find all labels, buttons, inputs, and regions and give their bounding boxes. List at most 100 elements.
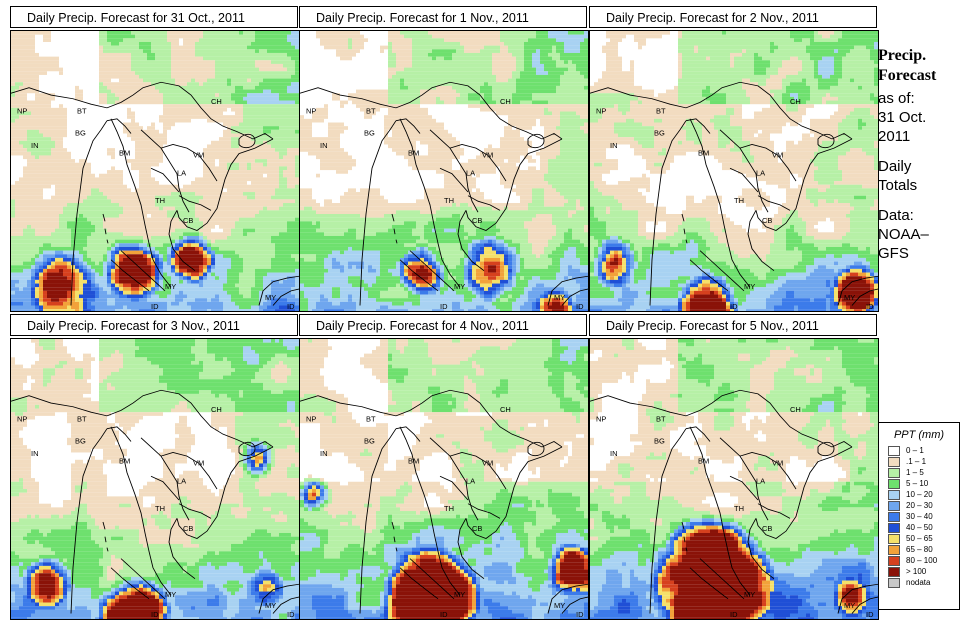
precip-map: NP BT BG IN BM CH VM LA TH CB MY MY ID ID: [299, 338, 589, 620]
country-label: LA: [177, 478, 186, 486]
country-label: BM: [408, 150, 419, 158]
country-label: VM: [772, 460, 783, 468]
country-label: BM: [119, 150, 130, 158]
forecast-panel: Daily Precip. Forecast for 5 Nov., 2011 N…: [589, 314, 879, 620]
country-label: IN: [610, 142, 617, 150]
country-label: IN: [31, 450, 38, 458]
panel-title: Daily Precip. Forecast for 3 Nov., 2011: [10, 314, 298, 336]
legend-label: .1 – 1: [906, 457, 926, 466]
country-label: LA: [466, 478, 475, 486]
sidebar-heading-precip: Precip.: [878, 46, 963, 66]
legend-item: 40 – 50: [888, 522, 959, 533]
country-label: ID: [440, 303, 447, 311]
country-label: LA: [756, 478, 765, 486]
panel-title: Daily Precip. Forecast for 31 Oct., 2011: [10, 6, 298, 28]
forecast-panel: Daily Precip. Forecast for 31 Oct., 2011…: [10, 6, 300, 312]
country-label: BG: [75, 130, 86, 138]
country-borders: [11, 81, 299, 306]
country-label: BG: [75, 438, 86, 446]
legend-swatch: [888, 456, 900, 467]
country-label: CB: [762, 217, 773, 225]
ppt-legend: PPT (mm) 0 – 1 .1 – 1 1 – 5 5 – 10 10 – 20 20…: [878, 422, 960, 610]
legend-label: > 100: [906, 567, 926, 576]
country-label: CH: [500, 98, 511, 106]
country-borders: [590, 81, 878, 306]
country-label: IN: [320, 450, 327, 458]
legend-item: 50 – 65: [888, 533, 959, 544]
country-label: MY: [744, 591, 755, 599]
sidebar-data-label: Data:: [878, 206, 963, 225]
legend-label: 20 – 30: [906, 501, 933, 510]
country-label: NP: [596, 108, 607, 116]
legend-title: PPT (mm): [879, 429, 959, 441]
country-label: MY: [744, 283, 755, 291]
sidebar: Precip. Forecast as of: 31 Oct. 2011 Dai…: [878, 46, 963, 263]
country-label: TH: [734, 505, 744, 513]
country-label: BM: [698, 150, 709, 158]
legend-swatch: [888, 544, 900, 555]
sidebar-totals: Totals: [878, 176, 963, 195]
sidebar-date-year: 2011: [878, 127, 963, 146]
precip-map: NP BT BG IN BM CH VM LA TH CB MY MY ID ID: [299, 30, 589, 312]
forecast-panel: Daily Precip. Forecast for 4 Nov., 2011 N…: [299, 314, 589, 620]
legend-item: 10 – 20: [888, 489, 959, 500]
panel-title: Daily Precip. Forecast for 5 Nov., 2011: [589, 314, 877, 336]
country-label: LA: [466, 170, 475, 178]
country-label: MY: [265, 294, 276, 302]
legend-label: 0 – 1: [906, 446, 924, 455]
legend-swatch: [888, 533, 900, 544]
legend-item: 65 – 80: [888, 544, 959, 555]
precip-raster: [300, 339, 588, 619]
country-label: BM: [119, 458, 130, 466]
country-label: ID: [730, 611, 737, 619]
forecast-panel: Daily Precip. Forecast for 3 Nov., 2011 N…: [10, 314, 300, 620]
country-label: ID: [576, 611, 583, 619]
precip-map: NP BT BG IN BM CH VM LA TH CB MY MY ID ID: [589, 338, 879, 620]
legend-label: 30 – 40: [906, 512, 933, 521]
legend-swatch: [888, 555, 900, 566]
country-label: BT: [77, 416, 87, 424]
legend-swatch: [888, 577, 900, 588]
country-label: VM: [193, 460, 204, 468]
country-label: ID: [866, 303, 873, 311]
legend-label: 10 – 20: [906, 490, 933, 499]
country-label: MY: [554, 294, 565, 302]
country-borders: [300, 389, 588, 614]
panel-title: Daily Precip. Forecast for 2 Nov., 2011: [589, 6, 877, 28]
country-label: NP: [17, 416, 28, 424]
country-label: VM: [482, 460, 493, 468]
legend-swatch: [888, 511, 900, 522]
country-label: MY: [454, 591, 465, 599]
country-label: ID: [730, 303, 737, 311]
country-label: TH: [155, 197, 165, 205]
country-label: BG: [364, 438, 375, 446]
country-borders: [11, 389, 299, 614]
country-label: MY: [844, 294, 855, 302]
country-label: MY: [554, 602, 565, 610]
country-label: CB: [183, 525, 194, 533]
legend-label: 40 – 50: [906, 523, 933, 532]
country-label: CH: [790, 406, 801, 414]
forecast-panel: Daily Precip. Forecast for 2 Nov., 2011 N…: [589, 6, 879, 312]
legend-swatch: [888, 500, 900, 511]
legend-item: nodata: [888, 577, 959, 588]
country-label: BG: [654, 130, 665, 138]
country-label: BT: [366, 108, 376, 116]
country-label: IN: [31, 142, 38, 150]
country-label: BG: [654, 438, 665, 446]
precip-raster: [590, 339, 878, 619]
precip-raster: [300, 31, 588, 311]
country-label: NP: [17, 108, 28, 116]
country-label: TH: [155, 505, 165, 513]
legend-label: 5 – 10: [906, 479, 928, 488]
country-label: CB: [762, 525, 773, 533]
country-label: MY: [265, 602, 276, 610]
legend-label: 65 – 80: [906, 545, 933, 554]
country-label: ID: [576, 303, 583, 311]
legend-item: 30 – 40: [888, 511, 959, 522]
precip-raster: [11, 339, 299, 619]
country-label: ID: [151, 303, 158, 311]
country-label: VM: [193, 152, 204, 160]
country-label: MY: [165, 591, 176, 599]
country-borders: [590, 389, 878, 614]
